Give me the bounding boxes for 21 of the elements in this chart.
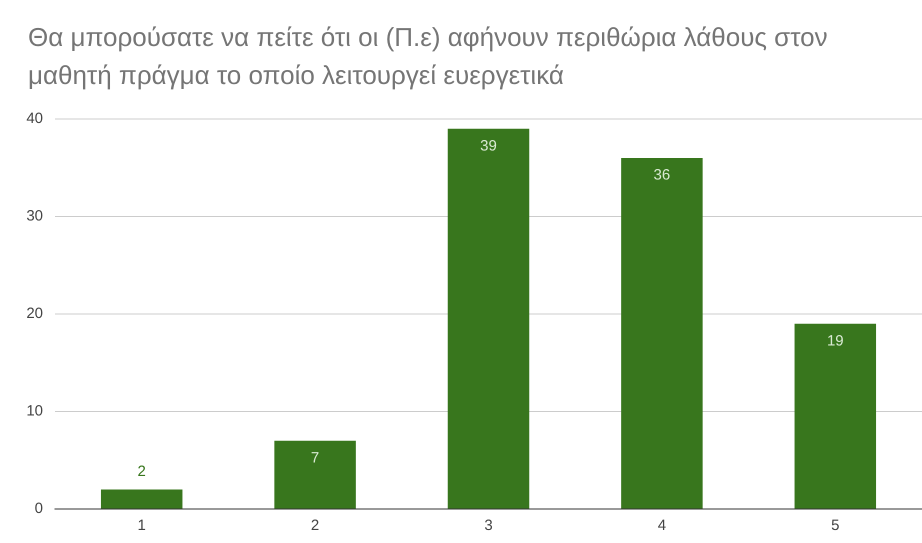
bar	[448, 128, 530, 508]
data-label: 36	[654, 166, 670, 184]
data-label: 7	[310, 449, 320, 466]
bar	[621, 158, 703, 508]
bar	[794, 324, 876, 508]
y-tick-label: 30	[26, 208, 43, 225]
y-tick-label: 10	[26, 402, 43, 420]
y-tick-label: 20	[26, 305, 43, 322]
x-tick-label: 5	[831, 517, 840, 534]
data-label: 2	[138, 463, 146, 480]
x-tick-label: 1	[138, 517, 146, 534]
y-tick-label: 0	[34, 500, 43, 518]
y-tick-label: 40	[26, 110, 43, 128]
chart-title: Θα μπορούσατε να πείτε ότι οι (Π.ε) αφήνουν περιθώρια λάθους στον μαθητή πράγμα το οποίο λειτουργεί ευεργετικά	[28, 21, 829, 92]
x-tick-label: 3	[484, 517, 493, 534]
x-tick-label: 2	[310, 517, 320, 534]
x-tick-label: 4	[658, 517, 666, 534]
data-label: 39	[480, 137, 497, 154]
bar	[274, 440, 356, 508]
data-label: 19	[826, 332, 844, 350]
bar	[100, 490, 182, 508]
